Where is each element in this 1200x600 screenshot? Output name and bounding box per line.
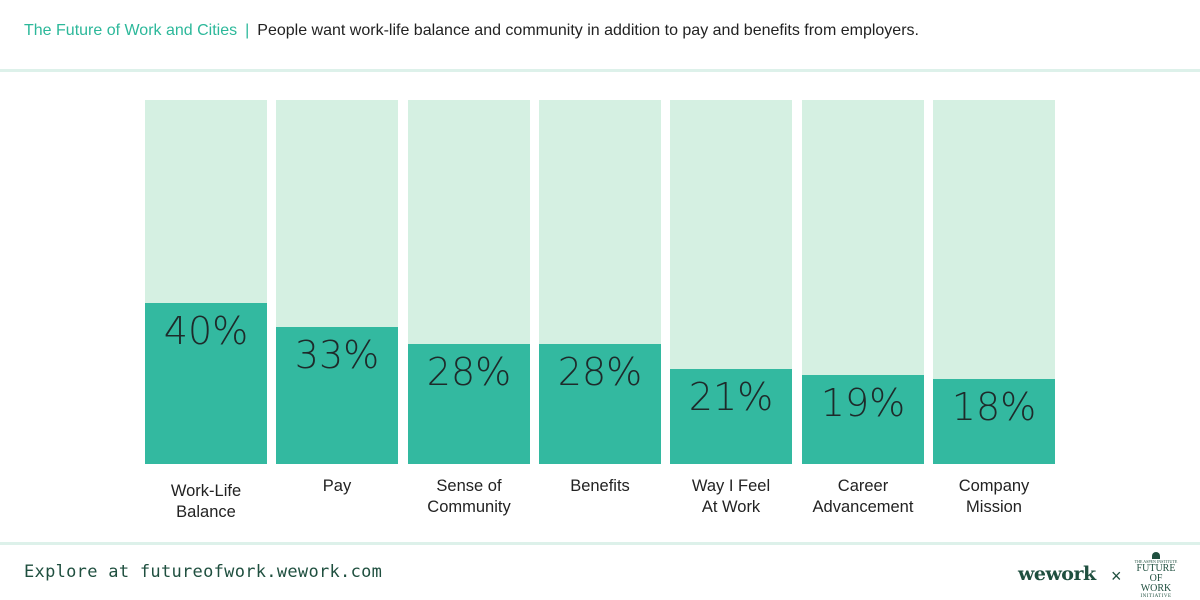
category-label: Pay <box>322 477 352 495</box>
category-label: Way I Feel At Work <box>691 477 771 516</box>
bar-value-label: 28% <box>426 350 512 395</box>
bar-track: 33% <box>276 100 398 464</box>
bar-track: 18% <box>933 100 1055 464</box>
bar: 21% <box>670 368 792 464</box>
bar-track: 28% <box>539 100 661 464</box>
times-symbol: × <box>1111 566 1122 586</box>
bar-track: 28% <box>408 100 530 464</box>
bar: 28% <box>408 344 530 464</box>
aspen-leaf-icon <box>1152 552 1160 559</box>
aspen-future-of-work-logo: THE ASPEN INSTITUTE FUTURE OF WORK INITI… <box>1133 552 1179 599</box>
logo-text: INITIATIVE <box>1140 594 1172 599</box>
series-title: The Future of Work and Cities <box>24 22 238 39</box>
logo-text: WORK <box>1140 583 1172 594</box>
bar: 33% <box>276 327 398 464</box>
bar-track: 19% <box>802 100 924 464</box>
bar-track: 21% <box>670 100 792 464</box>
bar-value-label: 33% <box>294 333 380 378</box>
logo-text: FUTURE OF <box>1136 563 1176 584</box>
chart-header: The Future of Work and Cities | People wan… <box>24 22 919 40</box>
category-label: Career Advancement <box>812 477 914 516</box>
footer-divider <box>0 542 1200 545</box>
category-label: Benefits <box>570 477 630 495</box>
category-label: Company Mission <box>958 477 1030 516</box>
logo-text: THE ASPEN INSTITUTE <box>1134 559 1178 564</box>
bar: 19% <box>802 375 924 464</box>
category-label: Work-Life Balance <box>170 482 242 521</box>
bar-value-label: 19% <box>820 381 906 426</box>
chart-headline: People want work-life balance and commun… <box>257 22 919 39</box>
wework-logo: wework <box>1018 563 1096 585</box>
bar-track: 40% <box>145 100 267 464</box>
title-separator: | <box>245 22 250 39</box>
bar: 40% <box>145 303 267 464</box>
header-divider <box>0 69 1200 72</box>
bar: 18% <box>933 378 1055 464</box>
category-label: Sense of Community <box>427 477 511 516</box>
bar-value-label: 40% <box>163 309 249 353</box>
bar-value-label: 21% <box>688 374 774 419</box>
bar: 28% <box>539 344 661 464</box>
explore-link[interactable]: Explore at futureofwork.wework.com <box>24 562 383 582</box>
bar-value-label: 18% <box>951 384 1037 429</box>
bar-chart: 40% Work-Life Balance 33% Pay 28% Sense of Co… <box>145 100 1055 521</box>
bar-value-label: 28% <box>557 350 643 395</box>
